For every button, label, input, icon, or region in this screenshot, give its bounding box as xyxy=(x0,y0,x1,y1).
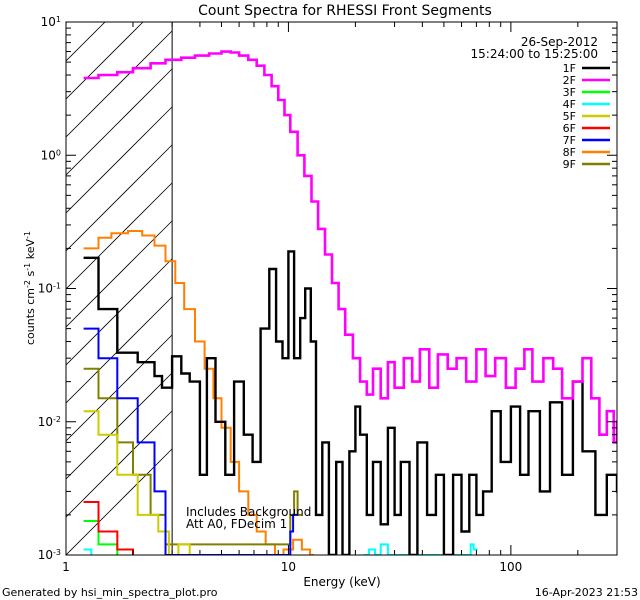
hatch-line xyxy=(66,410,173,518)
y-axis-label: counts cm-2 s-1 keV-1 xyxy=(23,231,38,345)
x-tick-label: 1 xyxy=(62,560,70,574)
annotation-background: Includes Background xyxy=(186,505,311,519)
series-line-5F xyxy=(83,410,194,555)
hatch-line xyxy=(66,372,173,480)
legend-label-4F: 4F xyxy=(563,98,576,111)
series-line-8F xyxy=(83,230,314,555)
y-tick-label: 10-3 xyxy=(38,548,61,563)
legend-label-5F: 5F xyxy=(563,110,576,123)
series-layer xyxy=(83,50,617,555)
hatch-line xyxy=(66,182,173,290)
hatch-line xyxy=(66,144,173,252)
date-label: 26-Sep-2012 xyxy=(521,35,598,49)
legend-label-9F: 9F xyxy=(563,158,576,171)
hatch-line xyxy=(66,68,173,176)
series-line-2F xyxy=(83,50,617,444)
x-axis-label: Energy (keV) xyxy=(303,575,380,589)
axis-ticks: 1 10 100 10-3 10-2 10-1 100 101 xyxy=(38,15,618,574)
series-line-4F xyxy=(83,543,478,555)
y-tick-label: 10-2 xyxy=(38,414,61,429)
hatch-line xyxy=(66,334,173,442)
legend-label-3F: 3F xyxy=(563,86,576,99)
y-tick-label: 101 xyxy=(41,15,61,30)
hatched-region xyxy=(66,22,173,555)
footer-generated: Generated by hsi_min_spectra_plot.pro xyxy=(2,586,218,599)
hatch-line xyxy=(66,22,106,62)
legend-label-6F: 6F xyxy=(563,122,576,135)
y-tick-label: 10-1 xyxy=(38,281,61,296)
hatch-line xyxy=(66,22,144,100)
chart-title: Count Spectra for RHESSI Front Segments xyxy=(198,3,492,19)
legend-label-8F: 8F xyxy=(563,146,576,159)
hatch-line xyxy=(66,106,173,214)
legend-label-7F: 7F xyxy=(563,134,576,147)
series-line-7F xyxy=(83,327,298,555)
x-tick-label: 100 xyxy=(499,560,522,574)
hatch-line xyxy=(66,296,173,404)
annotation-attenuator: Att A0, FDecim 1 xyxy=(186,517,287,531)
time-range-label: 15:24:00 to 15:25:00 xyxy=(471,47,598,61)
legend-label-1F: 1F xyxy=(563,62,576,75)
footer-timestamp: 16-Apr-2023 21:53 xyxy=(535,586,638,599)
series-line-3F xyxy=(83,520,119,555)
series-line-1F xyxy=(83,250,617,555)
x-tick-label: 10 xyxy=(281,560,296,574)
hatch-line xyxy=(66,258,173,366)
hatch-line xyxy=(66,30,173,138)
y-tick-label: 100 xyxy=(41,148,61,163)
series-line-6F xyxy=(83,501,134,555)
legend-label-2F: 2F xyxy=(563,74,576,87)
